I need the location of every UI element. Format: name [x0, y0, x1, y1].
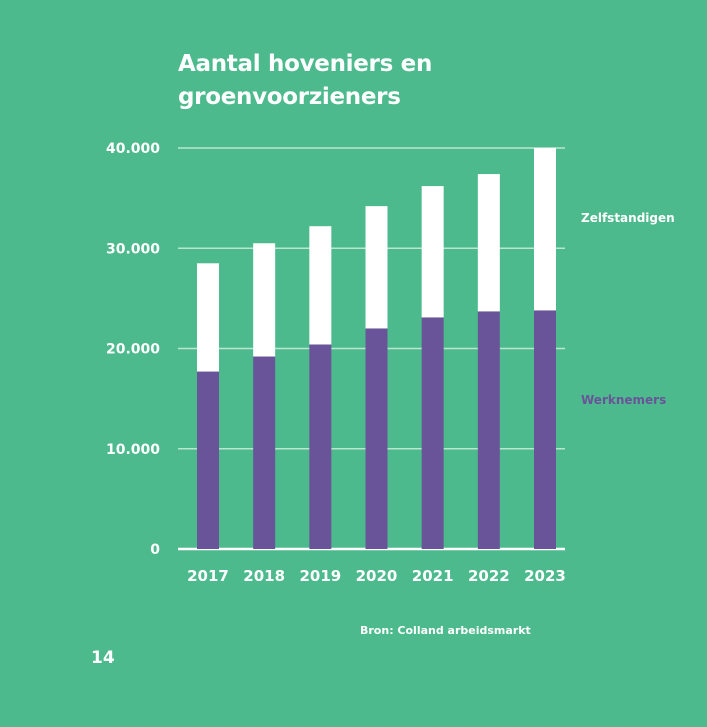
x-tick-label: 2021 — [412, 567, 454, 585]
bar-werknemers-2018 — [253, 356, 276, 549]
legend-werknemers: Werknemers — [581, 393, 667, 407]
bar-zelfstandigen-2017 — [197, 263, 219, 372]
bar-werknemers-2022 — [477, 311, 500, 549]
page-number: 14 — [91, 648, 115, 668]
y-tick-label: 30.000 — [106, 241, 160, 257]
bar-zelfstandigen-2020 — [365, 206, 388, 329]
bar-werknemers-2017 — [197, 371, 219, 549]
y-tick-label: 20.000 — [106, 342, 160, 358]
bar-werknemers-2020 — [365, 328, 388, 549]
x-tick-label: 2017 — [187, 567, 229, 585]
chart-title-line-2: groenvoorzieners — [178, 84, 401, 110]
y-tick-label: 40.000 — [106, 141, 160, 157]
chart-title: Aantal hoveniers en groenvoorzieners — [178, 48, 498, 114]
y-tick-label: 0 — [150, 542, 160, 558]
legend-zelfstandigen: Zelfstandigen — [581, 211, 675, 225]
bar-zelfstandigen-2023 — [534, 148, 556, 311]
x-tick-label: 2022 — [468, 567, 510, 585]
bar-zelfstandigen-2019 — [309, 226, 332, 345]
bar-zelfstandigen-2022 — [477, 174, 500, 312]
bar-zelfstandigen-2021 — [421, 186, 444, 318]
source-note: Bron: Colland arbeidsmarkt — [360, 624, 531, 637]
bar-werknemers-2021 — [421, 317, 444, 549]
x-tick-label: 2019 — [299, 567, 341, 585]
x-tick-label: 2018 — [243, 567, 285, 585]
chart-title-line-1: Aantal hoveniers en — [178, 51, 433, 77]
bar-werknemers-2023 — [534, 310, 556, 549]
bar-werknemers-2019 — [309, 344, 332, 549]
x-tick-label: 2023 — [524, 567, 566, 585]
x-tick-label: 2020 — [356, 567, 398, 585]
y-tick-label: 10.000 — [106, 442, 160, 458]
bar-zelfstandigen-2018 — [253, 243, 276, 357]
